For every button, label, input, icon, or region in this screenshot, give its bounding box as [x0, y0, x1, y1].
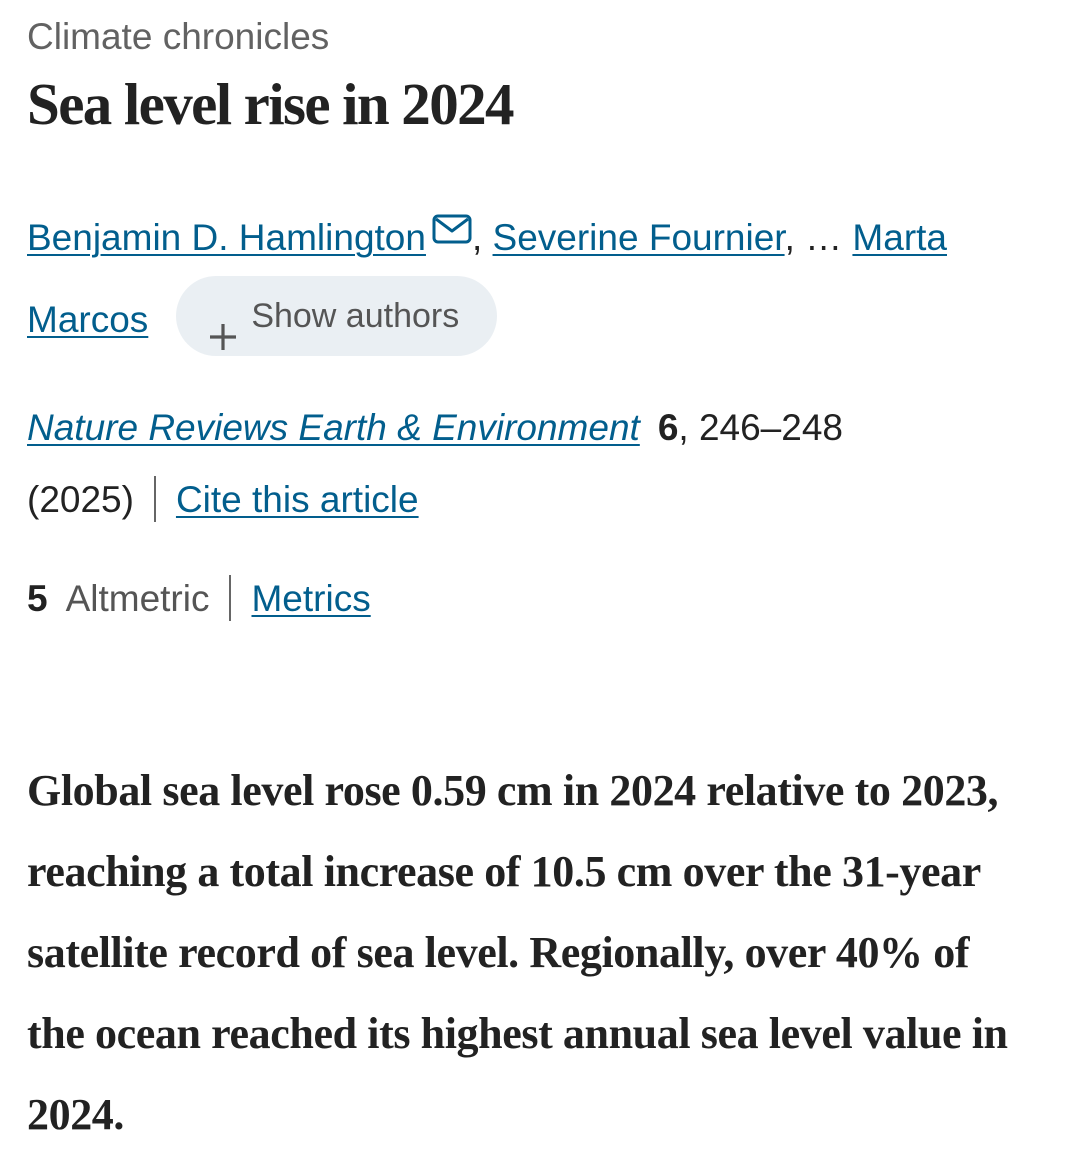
publication-year: (2025)	[27, 479, 134, 520]
show-authors-label: Show authors	[251, 297, 460, 336]
altmetric-count: 5	[27, 578, 48, 619]
metrics-bar: 5 Altmetric Metrics	[27, 566, 371, 632]
metrics-link[interactable]: Metrics	[251, 578, 371, 619]
citation-info: Nature Reviews Earth & Environment 6, 246…	[27, 392, 1037, 536]
mail-icon[interactable]	[432, 191, 472, 244]
altmetric-label: Altmetric	[65, 578, 210, 619]
author-separator: ,	[471, 217, 483, 258]
plus-icon	[208, 301, 238, 351]
author-link-second[interactable]: Severine Fournier	[492, 217, 785, 258]
author-list: Benjamin D. Hamlington, Severine Fournie…	[27, 191, 1037, 362]
article-abstract: Global sea level rose 0.59 cm in 2024 re…	[27, 766, 1008, 1139]
journal-link[interactable]: Nature Reviews Earth & Environment	[27, 407, 640, 448]
cite-article-link[interactable]: Cite this article	[175, 479, 419, 520]
divider	[229, 575, 232, 622]
volume-number: 6	[657, 407, 679, 448]
article-title: Sea level rise in 2024	[27, 71, 514, 137]
article-category: Climate chronicles	[27, 16, 330, 57]
show-authors-button[interactable]: Show authors	[176, 276, 498, 357]
page-range: , 246–248	[678, 407, 843, 448]
author-ellipsis: , …	[784, 217, 843, 258]
divider	[153, 476, 156, 523]
author-link-last[interactable]: Marta Marcos	[27, 217, 947, 340]
author-link-first[interactable]: Benjamin D. Hamlington	[27, 217, 426, 258]
